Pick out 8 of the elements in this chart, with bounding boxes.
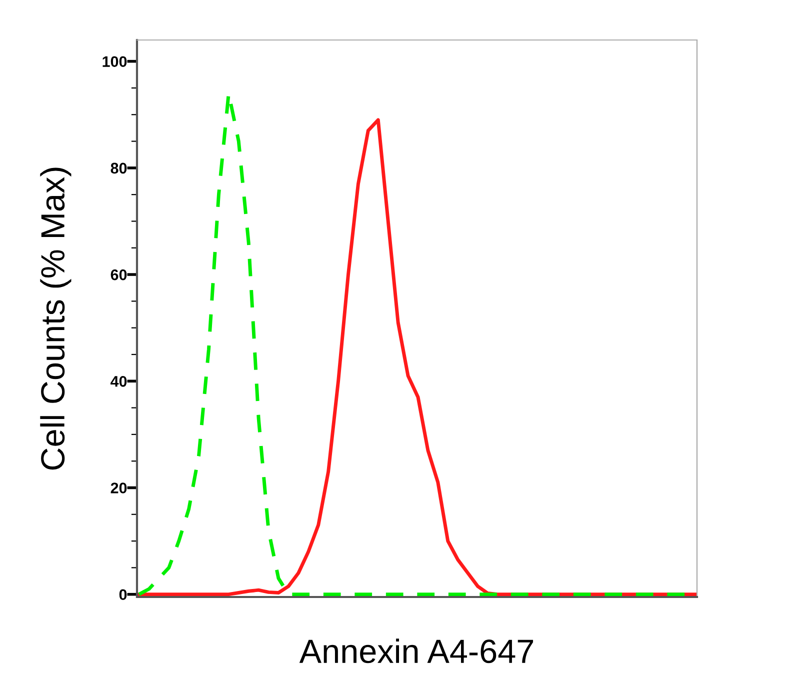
y-axis-title: Cell Counts (% Max) xyxy=(40,168,72,470)
y-tick-label: 80 xyxy=(110,162,127,174)
y-tick-label: 100 xyxy=(102,56,127,68)
x-axis-title: Annexin A4-647 xyxy=(299,638,534,664)
y-tick-label: 0 xyxy=(119,589,127,600)
y-tick-label: 60 xyxy=(110,269,127,280)
y-tick-label: 20 xyxy=(110,482,127,494)
y-tick-label: 40 xyxy=(110,376,127,387)
